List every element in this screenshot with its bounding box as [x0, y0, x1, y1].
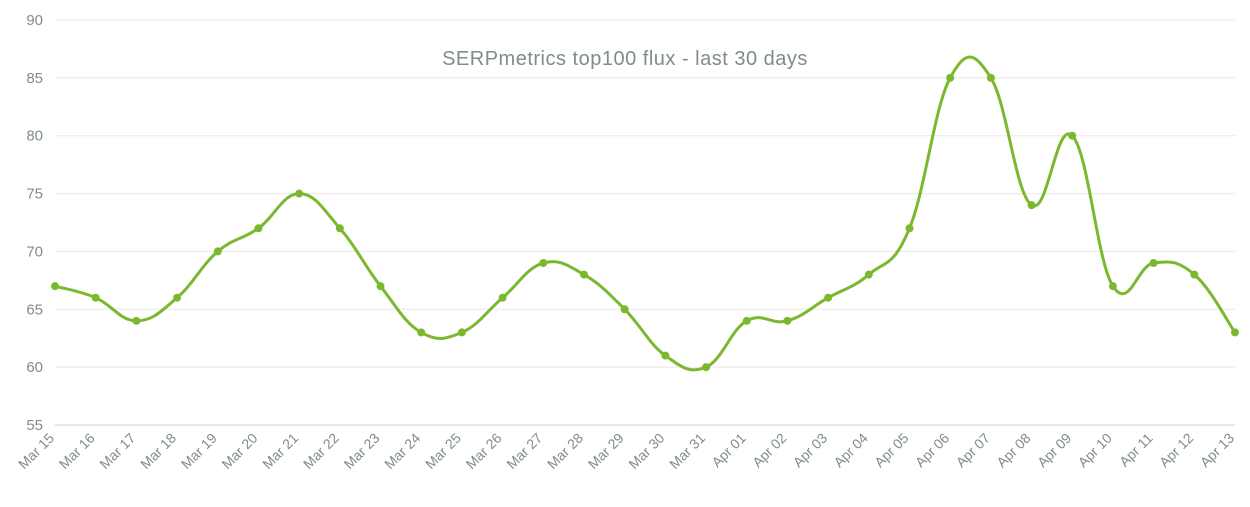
- data-point: [743, 317, 751, 325]
- data-point: [865, 271, 873, 279]
- data-point: [214, 247, 222, 255]
- data-point: [539, 259, 547, 267]
- data-point: [458, 328, 466, 336]
- data-point: [702, 363, 710, 371]
- data-point: [580, 271, 588, 279]
- data-point: [51, 282, 59, 290]
- y-tick-label: 75: [26, 186, 43, 203]
- flux-chart: 55 60 65 70 75 80 85 90 SERPmetrics top100 flux …: [0, 0, 1250, 507]
- data-point: [824, 294, 832, 302]
- y-tick-label: 55: [26, 417, 43, 434]
- y-tick-label: 85: [26, 70, 43, 87]
- data-point: [499, 294, 507, 302]
- data-point: [987, 74, 995, 82]
- data-point: [173, 294, 181, 302]
- y-tick-label: 60: [26, 359, 43, 376]
- data-point: [946, 74, 954, 82]
- y-tick-label: 80: [26, 128, 43, 145]
- data-point: [1150, 259, 1158, 267]
- chart-title: SERPmetrics top100 flux - last 30 days: [442, 48, 808, 70]
- data-point: [417, 328, 425, 336]
- data-point: [132, 317, 140, 325]
- data-point: [1028, 201, 1036, 209]
- y-tick-label: 70: [26, 243, 43, 260]
- data-point: [783, 317, 791, 325]
- data-point: [254, 224, 262, 232]
- data-point: [92, 294, 100, 302]
- data-point: [1190, 271, 1198, 279]
- data-point: [1109, 282, 1117, 290]
- data-point: [1231, 328, 1239, 336]
- data-point: [905, 224, 913, 232]
- data-point: [1068, 132, 1076, 140]
- data-point: [661, 352, 669, 360]
- y-tick-label: 90: [26, 12, 43, 29]
- y-tick-label: 65: [26, 301, 43, 318]
- chart-svg: 55 60 65 70 75 80 85 90 SERPmetrics top100 flux …: [0, 0, 1250, 507]
- data-point: [621, 305, 629, 313]
- data-point: [295, 190, 303, 198]
- data-point: [377, 282, 385, 290]
- data-point: [336, 224, 344, 232]
